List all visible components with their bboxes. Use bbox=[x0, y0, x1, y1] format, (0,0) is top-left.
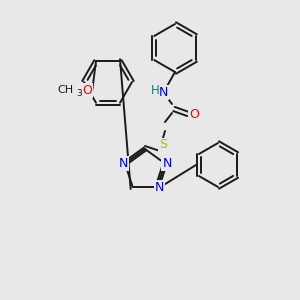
Text: H: H bbox=[151, 85, 159, 98]
Text: O: O bbox=[189, 107, 199, 121]
Text: N: N bbox=[155, 182, 164, 194]
Text: O: O bbox=[82, 83, 92, 97]
Text: N: N bbox=[118, 157, 128, 170]
Text: S: S bbox=[159, 139, 167, 152]
Text: N: N bbox=[158, 85, 168, 98]
Text: 3: 3 bbox=[76, 88, 82, 98]
Text: N: N bbox=[162, 157, 172, 170]
Text: CH: CH bbox=[58, 85, 74, 95]
